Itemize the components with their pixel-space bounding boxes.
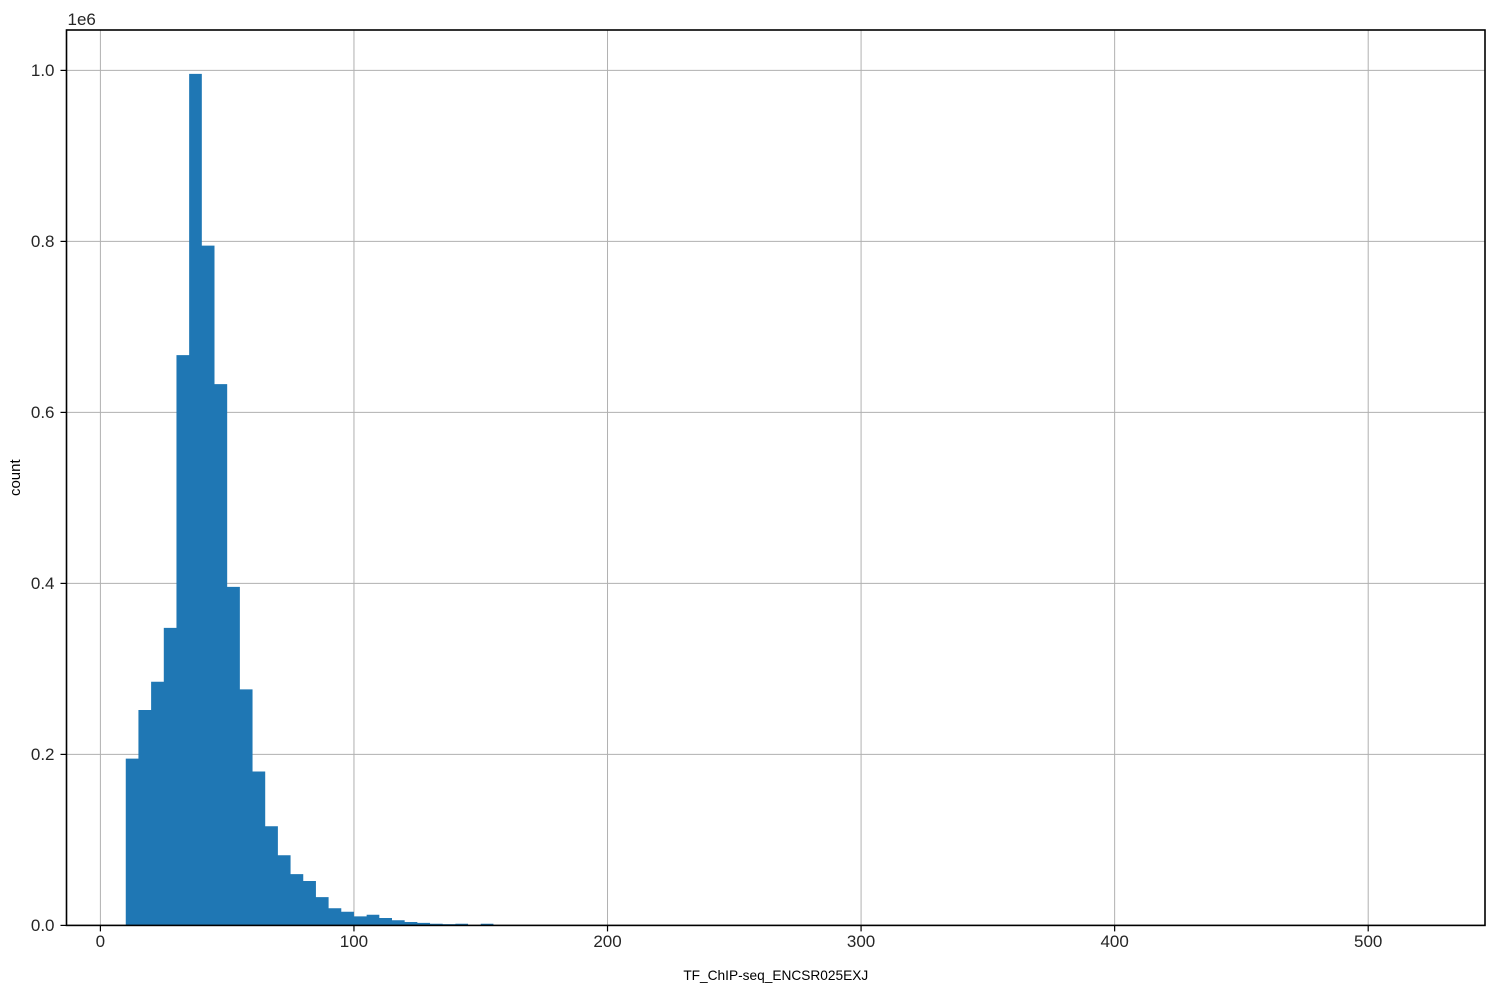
svg-text:0.8: 0.8 — [31, 232, 55, 251]
svg-text:0.6: 0.6 — [31, 403, 55, 422]
svg-text:1e6: 1e6 — [68, 10, 96, 29]
svg-text:0.0: 0.0 — [31, 916, 55, 935]
svg-text:0.4: 0.4 — [31, 574, 55, 593]
svg-text:200: 200 — [593, 932, 621, 951]
svg-text:500: 500 — [1354, 932, 1382, 951]
svg-text:100: 100 — [340, 932, 368, 951]
svg-text:400: 400 — [1100, 932, 1128, 951]
svg-text:count: count — [7, 459, 24, 497]
svg-text:300: 300 — [847, 932, 875, 951]
svg-text:TF_ChIP-seq_ENCSR025EXJ: TF_ChIP-seq_ENCSR025EXJ — [683, 968, 868, 983]
svg-text:1.0: 1.0 — [31, 61, 55, 80]
svg-text:0: 0 — [96, 932, 105, 951]
svg-text:0.2: 0.2 — [31, 745, 55, 764]
